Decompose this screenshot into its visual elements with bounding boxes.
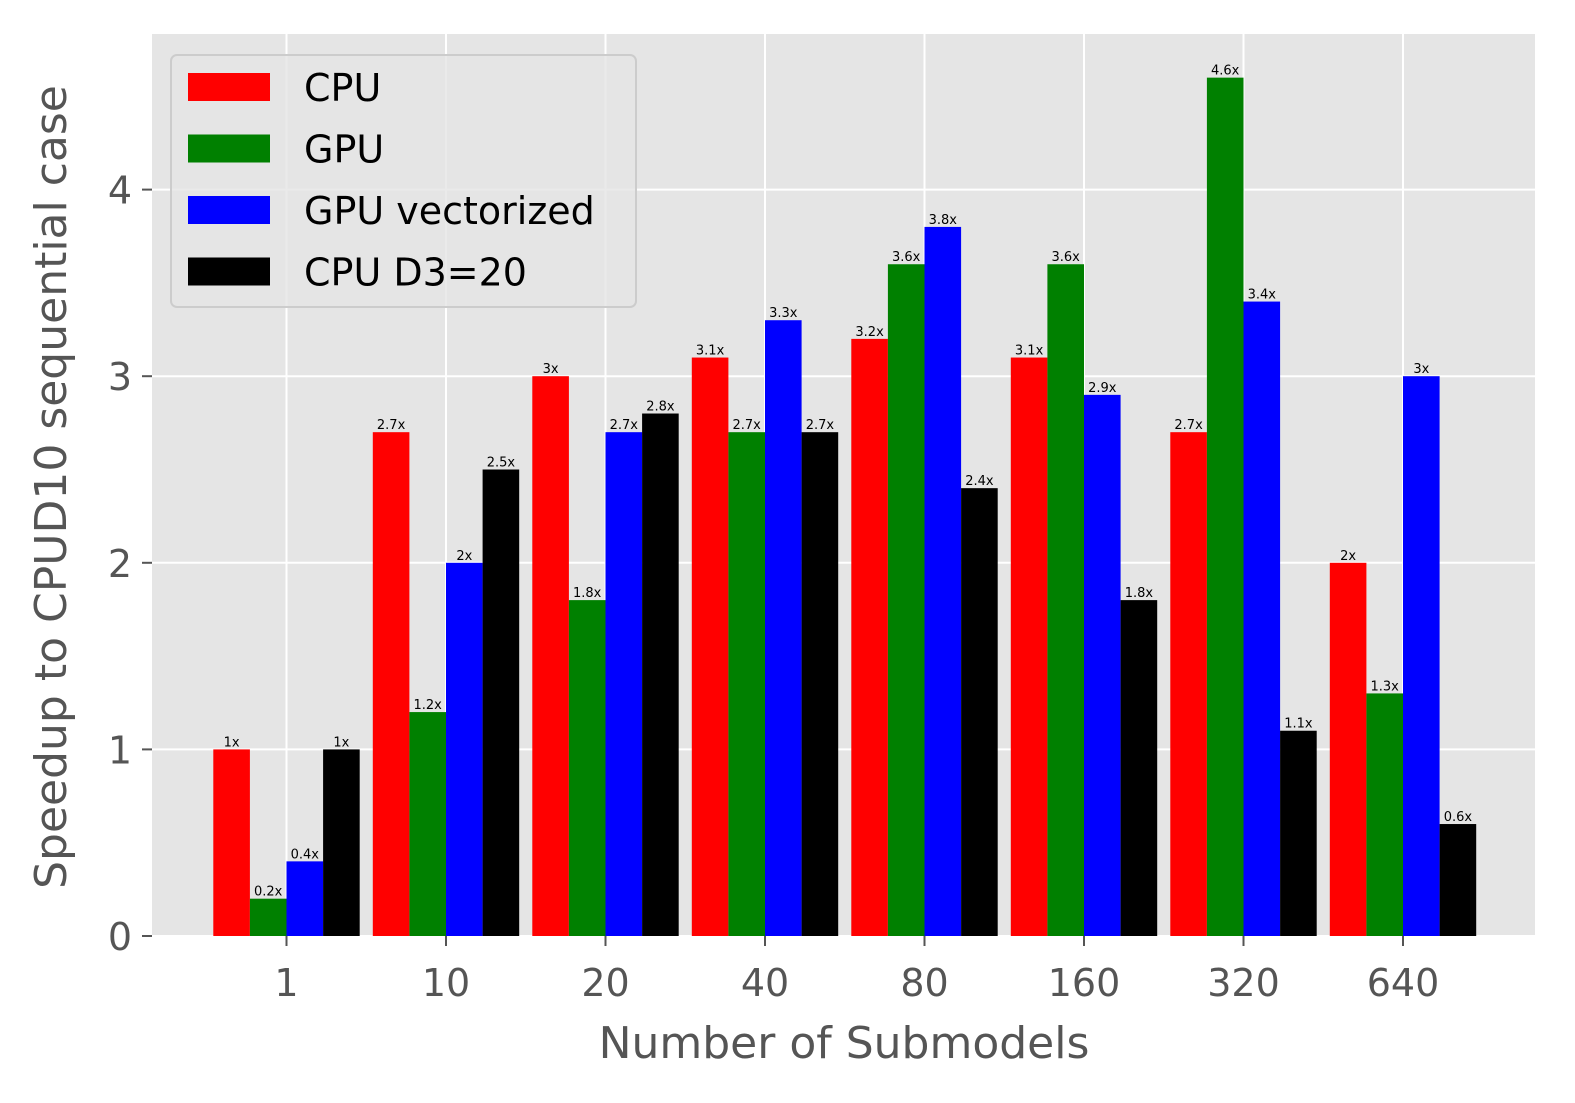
legend-swatch: [188, 196, 270, 224]
bar-gpu-vectorized: [605, 432, 643, 936]
bar-labels: 1x 2.7x 3x 3.1x 3.2x 3.1x 2.7x 2x 0.2x 1.2x 1.8x 2.…: [224, 64, 1473, 900]
x-tick-label: 20: [581, 961, 629, 1005]
legend-swatch: [188, 257, 270, 286]
legend: CPU GPU GPU vectorized CPU D3=20: [170, 54, 637, 308]
bar-gpu: [1047, 264, 1084, 936]
y-tick-label: 2: [108, 542, 132, 586]
bar-cpu-d3-20: [961, 488, 998, 936]
x-tick-label: 320: [1207, 961, 1280, 1005]
bar-gpu-vectorized: [765, 320, 802, 937]
x-axis-label: Number of Submodels: [599, 1018, 1090, 1069]
bar-cpu: [1329, 562, 1367, 936]
bar-gpu: [1206, 77, 1244, 936]
legend-label: GPU: [304, 128, 384, 172]
bar-gpu-vectorized: [1243, 301, 1281, 936]
x-tick-label: 640: [1367, 961, 1440, 1005]
bar-value-label: 3.4x: [1248, 288, 1277, 303]
bar-gpu: [887, 264, 925, 936]
axes: 0 1 2 3 4 1 10 20 40 80 160 320 640: [108, 169, 1439, 1005]
bar-value-label: 2x: [456, 549, 472, 564]
bar-gpu: [409, 712, 446, 936]
bar-gpu-vectorized: [1084, 394, 1121, 936]
y-axis-label: Speedup to CPUD10 sequential case: [26, 85, 77, 889]
bar-value-label: 2.7x: [610, 418, 639, 433]
bar-gpu-vectorized: [924, 226, 962, 937]
bar-value-label: 2.4x: [965, 474, 994, 489]
bar-value-label: 0.2x: [254, 885, 283, 900]
bar-cpu-d3-20: [642, 413, 679, 936]
bar-value-label: 2.7x: [733, 418, 762, 433]
x-tick-label: 10: [422, 961, 470, 1005]
bar-cpu: [1170, 432, 1207, 936]
bar-value-label: 3.8x: [929, 213, 958, 228]
bar-value-label: 1.8x: [573, 586, 602, 601]
bar-gpu-vectorized: [286, 861, 324, 936]
bar-value-label: 1.1x: [1284, 717, 1313, 732]
bar-cpu-d3-20: [1120, 600, 1158, 936]
bar-value-label: 1x: [224, 735, 240, 750]
bar-cpu: [372, 432, 410, 936]
bar-value-label: 1.8x: [1125, 586, 1154, 601]
y-tick-label: 0: [108, 915, 132, 959]
bar-value-label: 2.5x: [487, 456, 516, 471]
bar-value-label: 2.7x: [806, 418, 835, 433]
bar-cpu: [532, 376, 569, 936]
bar-value-label: 3.6x: [892, 250, 921, 265]
x-tick-label: 1: [274, 961, 298, 1005]
bar-gpu: [249, 898, 287, 936]
x-tick-label: 40: [741, 961, 789, 1005]
legend-label: CPU D3=20: [304, 251, 527, 295]
bar-value-label: 3.1x: [1015, 344, 1044, 359]
bar-cpu-d3-20: [1280, 730, 1317, 936]
bar-value-label: 1.2x: [414, 698, 443, 713]
legend-swatch: [188, 134, 270, 163]
bar-gpu-vectorized: [446, 562, 483, 936]
y-tick-label: 1: [108, 728, 132, 772]
bar-value-label: 3.2x: [855, 325, 884, 340]
bar-cpu: [1010, 357, 1048, 936]
bar-value-label: 4.6x: [1211, 64, 1240, 79]
bar-value-label: 3.1x: [696, 344, 725, 359]
y-tick-label: 4: [108, 169, 132, 213]
bar-value-label: 3x: [1413, 362, 1429, 377]
bar-value-label: 2x: [1340, 549, 1356, 564]
legend-swatch: [188, 73, 270, 101]
bar-value-label: 0.4x: [291, 847, 320, 862]
bar-gpu: [568, 600, 606, 936]
bar-value-label: 2.9x: [1088, 381, 1117, 396]
y-tick-label: 3: [108, 355, 132, 399]
legend-label: GPU vectorized: [304, 189, 595, 233]
x-tick-label: 80: [900, 961, 948, 1005]
bar-cpu: [213, 749, 250, 936]
legend-label: CPU: [304, 66, 381, 110]
bars: [213, 77, 1477, 937]
bar-gpu-vectorized: [1403, 376, 1440, 936]
bar-gpu: [1366, 693, 1403, 936]
bar-cpu: [691, 357, 729, 936]
bar-value-label: 0.6x: [1444, 810, 1473, 825]
bar-value-label: 3.3x: [769, 306, 798, 321]
bar-cpu-d3-20: [1439, 824, 1477, 936]
bar-cpu-d3-20: [482, 469, 520, 936]
bar-cpu-d3-20: [801, 432, 839, 936]
x-tick-label: 160: [1048, 961, 1121, 1005]
bar-value-label: 1x: [333, 735, 349, 750]
bar-value-label: 1.3x: [1371, 679, 1400, 694]
bar-cpu-d3-20: [323, 749, 360, 936]
bar-value-label: 2.7x: [1174, 418, 1203, 433]
bar-gpu: [728, 432, 765, 936]
bar-value-label: 2.8x: [646, 400, 675, 415]
legend-box: [170, 54, 637, 308]
bar-value-label: 2.7x: [377, 418, 406, 433]
bar-value-label: 3.6x: [1052, 250, 1081, 265]
bar-cpu: [851, 338, 888, 936]
bar-value-label: 3x: [543, 362, 559, 377]
